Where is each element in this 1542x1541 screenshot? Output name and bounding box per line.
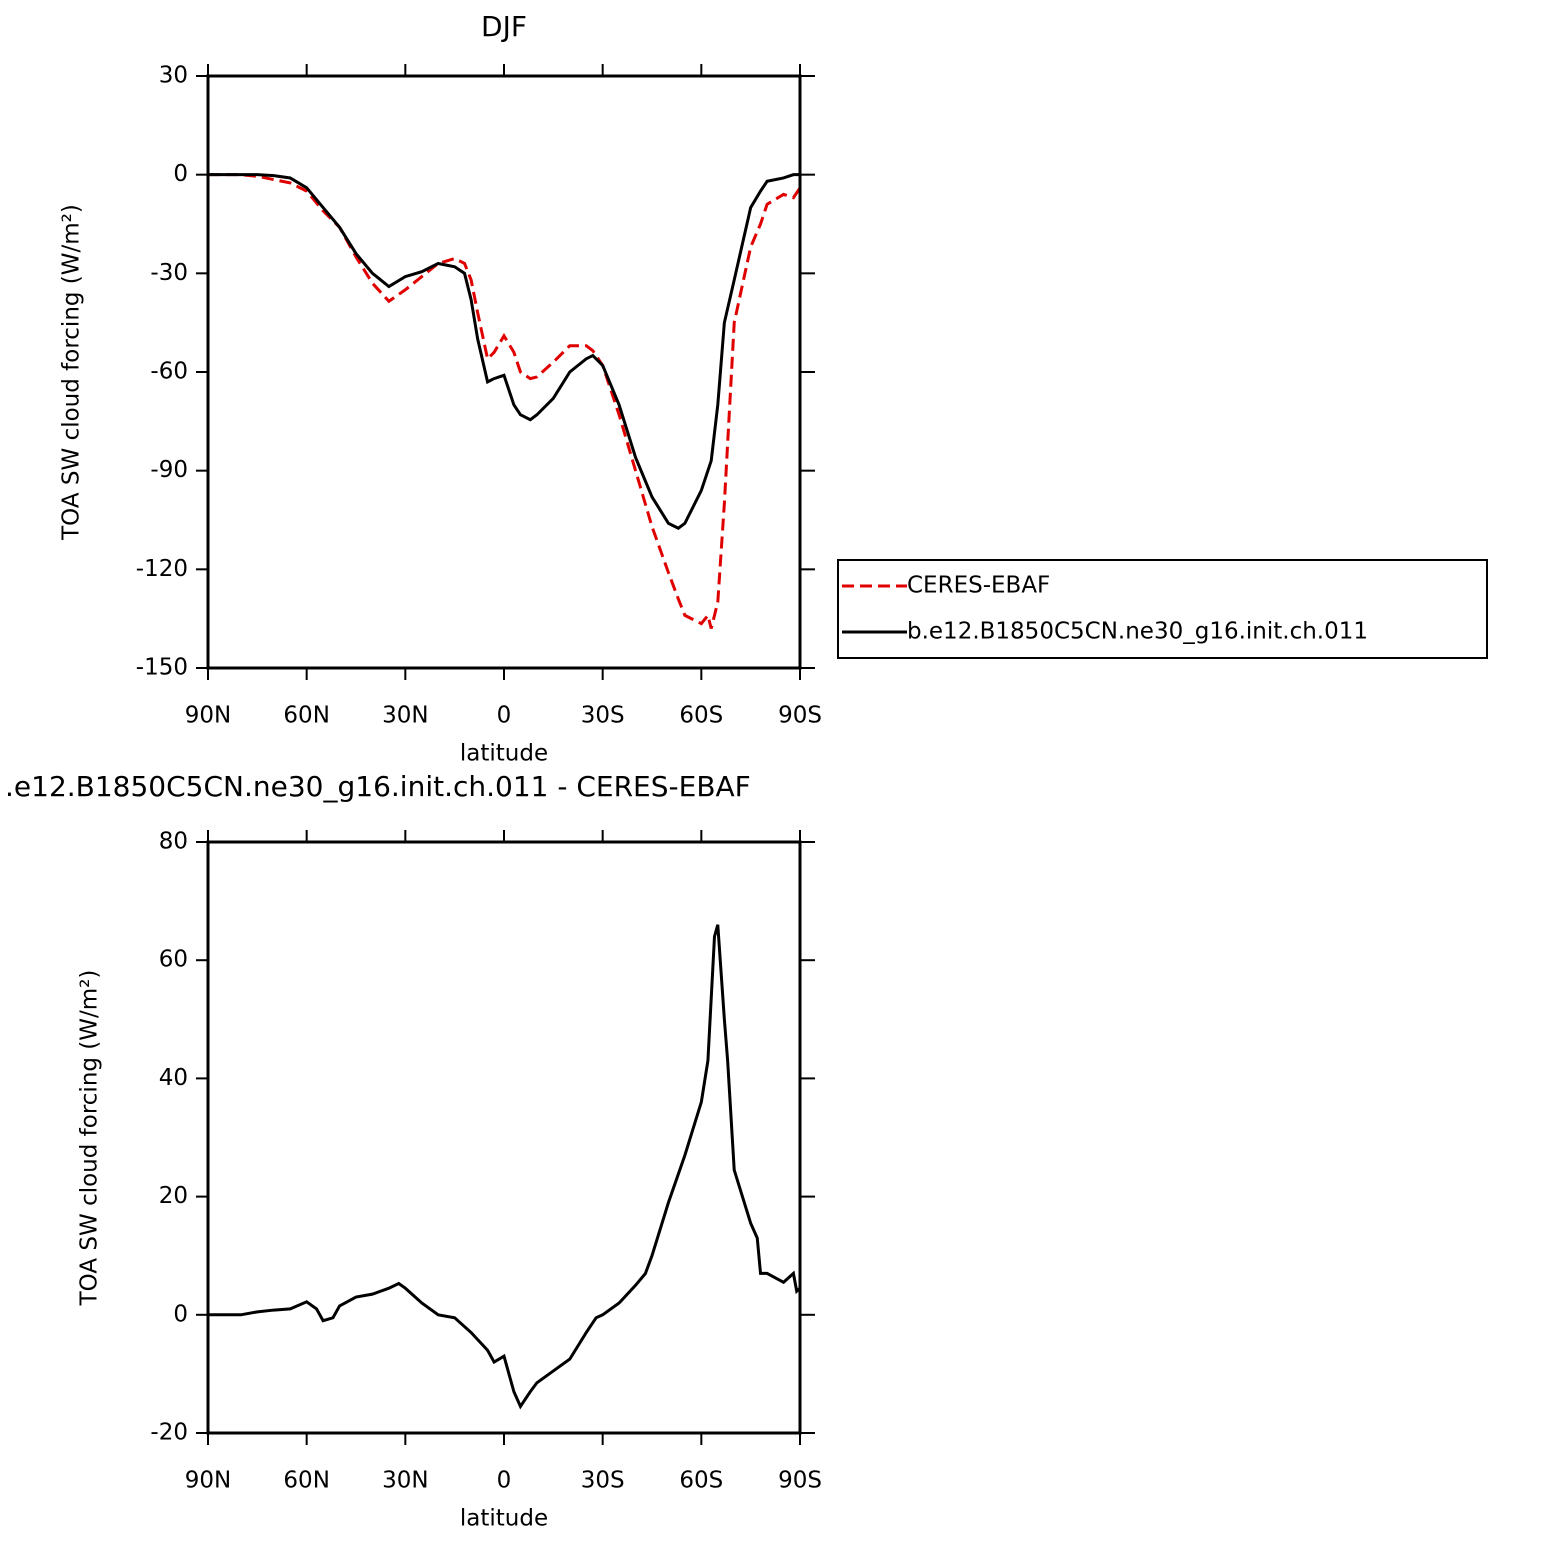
x-tick-label: 30N (382, 703, 428, 729)
x-tick-label: 60N (283, 703, 329, 729)
x-tick-label: 60S (679, 703, 723, 729)
x-tick-label: 30S (581, 703, 625, 729)
plot-frame (206, 74, 802, 670)
x-tick-label: 90N (185, 1468, 231, 1494)
x-tick-label: 0 (497, 1468, 512, 1494)
x-tick-label: 90S (778, 1468, 822, 1494)
x-tick-label: 0 (497, 703, 512, 729)
y-tick-label: 60 (159, 947, 188, 973)
data-line (208, 173, 802, 629)
plot-frame (206, 840, 802, 1435)
x-axis-label: latitude (460, 1506, 548, 1532)
chart-title: DJF (481, 10, 527, 43)
y-tick-label: 0 (173, 1301, 188, 1327)
data-line (208, 924, 802, 1410)
y-tick-label: 0 (173, 161, 188, 187)
y-tick-label: 80 (159, 829, 188, 855)
x-tick-label: 90N (185, 703, 231, 729)
chart-title: .e12.B1850C5CN.ne30_g16.init.ch.011 - CE… (5, 770, 751, 803)
y-tick-label: -150 (136, 655, 188, 681)
y-tick-label: -90 (150, 457, 188, 483)
x-tick-label: 90S (778, 703, 822, 729)
y-tick-label: -60 (150, 359, 188, 385)
y-tick-label: -30 (150, 260, 188, 286)
y-tick-label: -20 (150, 1420, 188, 1446)
x-axis-label: latitude (460, 741, 548, 767)
y-tick-label: 20 (159, 1183, 188, 1209)
y-tick-label: -120 (136, 556, 188, 582)
x-tick-label: 30S (581, 1468, 625, 1494)
x-tick-label: 30N (382, 1468, 428, 1494)
y-tick-label: 30 (159, 63, 188, 89)
y-tick-label: 40 (159, 1065, 188, 1091)
y-axis-label: TOA SW cloud forcing (W/m²) (77, 970, 103, 1307)
legend-label: b.e12.B1850C5CN.ne30_g16.init.ch.011 (907, 619, 1368, 645)
legend-label: CERES-EBAF (907, 573, 1050, 599)
legend-box (837, 559, 1488, 659)
y-axis-label: TOA SW cloud forcing (W/m²) (59, 204, 85, 541)
x-tick-label: 60S (679, 1468, 723, 1494)
x-tick-label: 60N (283, 1468, 329, 1494)
data-line (208, 173, 800, 530)
